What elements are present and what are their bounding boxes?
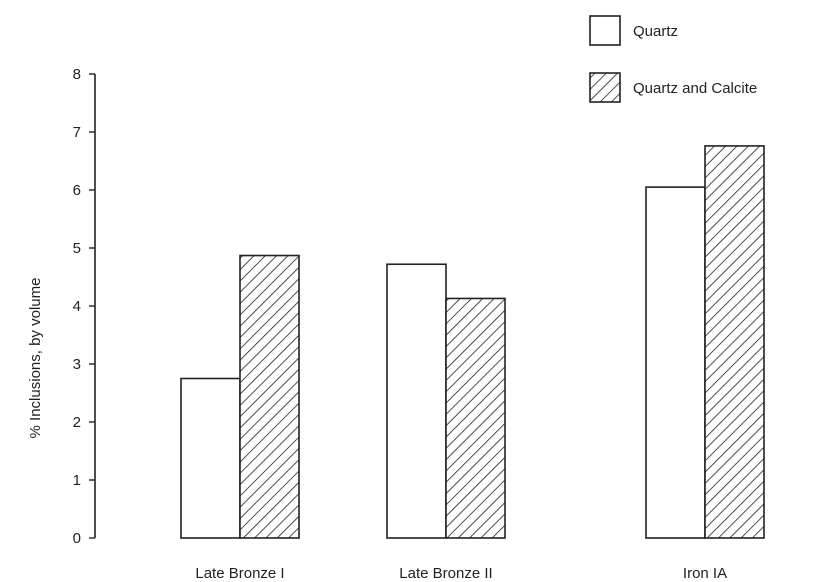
y-tick-label: 2 [73,414,81,431]
y-tick-label: 0 [73,530,81,547]
legend: Quartz Quartz and Calcite [589,15,757,103]
y-axis-title: % Inclusions, by volume [27,278,44,439]
category-labels: Late Bronze I Late Bronze II Iron IA [195,565,727,582]
legend-swatch-quartz-and-calcite [589,72,621,103]
y-tick-label: 5 [73,240,81,257]
y-tick-label: 4 [73,298,81,315]
bar-quartz-and-calcite [239,254,300,539]
legend-swatch-quartz [589,15,621,46]
bar-quartz-and-calcite [445,297,506,539]
category-label: Iron IA [683,565,727,582]
y-tick-label: 1 [73,472,81,489]
y-tick-label: 3 [73,356,81,373]
legend-label-quartz-and-calcite: Quartz and Calcite [633,80,757,97]
bars [180,145,765,539]
bar-quartz-and-calcite [704,145,765,539]
y-tick-label: 8 [73,66,81,83]
y-tick-label: 7 [73,124,81,141]
bar-quartz [180,377,241,539]
y-axis-ticks: 0 1 2 3 4 5 6 7 8 [73,66,95,547]
y-tick-label: 6 [73,182,81,199]
category-label: Late Bronze II [399,565,492,582]
bar-quartz [386,263,447,539]
legend-label-quartz: Quartz [633,23,678,40]
category-label: Late Bronze I [195,565,284,582]
bar-quartz [645,186,706,539]
